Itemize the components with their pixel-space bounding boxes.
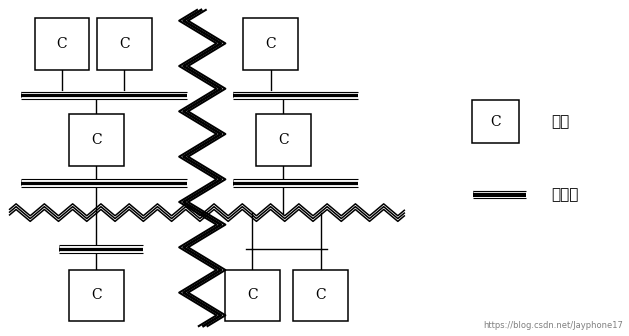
Text: C: C [57, 37, 67, 51]
Bar [35, 18, 89, 70]
Bar [256, 114, 311, 166]
Text: C: C [91, 133, 102, 147]
Text: C: C [247, 288, 257, 302]
Text: 构件: 构件 [552, 114, 570, 129]
Bar [243, 18, 298, 70]
Text: C: C [119, 37, 130, 51]
Text: C: C [490, 115, 501, 129]
Bar [69, 269, 124, 321]
Text: C: C [265, 37, 276, 51]
Text: C: C [278, 133, 289, 147]
Text: C: C [91, 288, 102, 302]
Bar [69, 114, 124, 166]
Text: https://blog.csdn.net/Jayphone17: https://blog.csdn.net/Jayphone17 [483, 321, 623, 330]
Bar [472, 100, 519, 143]
Text: 连接件: 连接件 [552, 187, 579, 202]
Text: C: C [315, 288, 326, 302]
Bar [293, 269, 348, 321]
Bar [225, 269, 279, 321]
Bar [97, 18, 152, 70]
